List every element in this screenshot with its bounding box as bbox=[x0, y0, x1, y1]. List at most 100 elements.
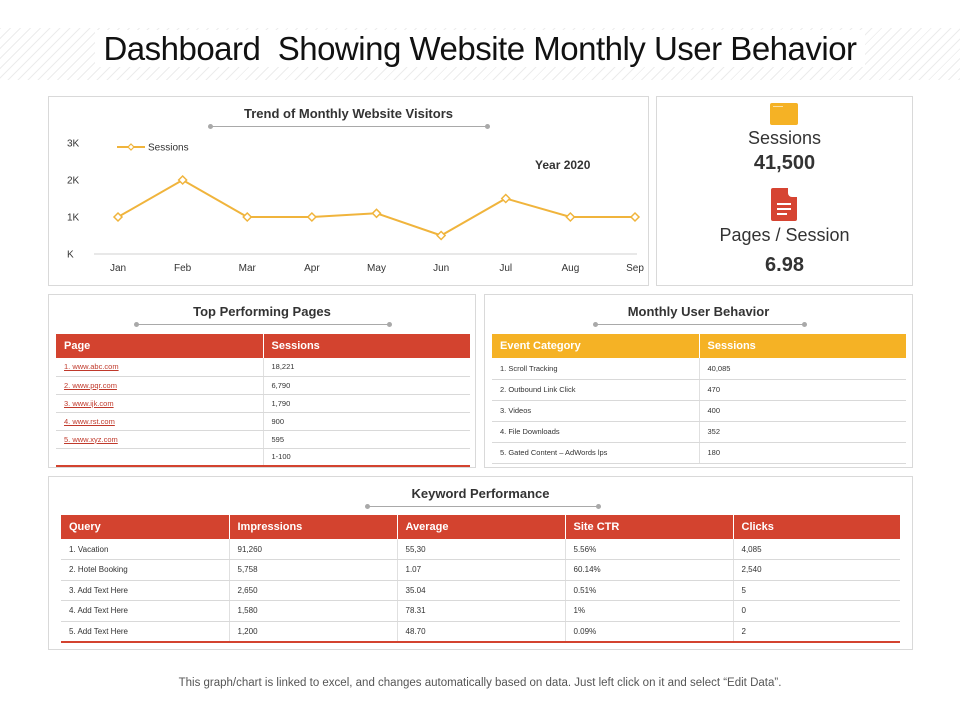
table-row: 4. Add Text Here 1,580 78.31 1% 0 bbox=[61, 600, 900, 622]
table-cell: 91,260 bbox=[228, 539, 397, 560]
table-cell: 2,540 bbox=[732, 559, 900, 581]
data-point bbox=[177, 174, 188, 186]
table-row: 1. Scroll Tracking 40,085 bbox=[492, 358, 906, 380]
table-row: 5. www.xyz.com 595 bbox=[56, 430, 470, 449]
x-tick-label: May bbox=[367, 263, 386, 274]
x-tick-label: Apr bbox=[304, 263, 320, 274]
data-point bbox=[306, 211, 317, 223]
x-tick-label: Feb bbox=[174, 263, 192, 274]
table-row: 2. Hotel Booking 5,758 1.07 60.14% 2,540 bbox=[61, 559, 900, 581]
data-point bbox=[112, 211, 124, 223]
table-cell: 2. Hotel Booking bbox=[61, 559, 229, 581]
document-icon bbox=[771, 188, 797, 221]
table-cell: 470 bbox=[698, 379, 906, 401]
column-header: Average bbox=[396, 515, 565, 539]
table-cell: 3. Videos bbox=[492, 400, 699, 422]
table-cell: 1% bbox=[564, 600, 733, 622]
table-cell: 5. Gated Content – AdWords lps bbox=[492, 442, 699, 464]
table-cell: 400 bbox=[698, 400, 906, 422]
page-link[interactable]: 5. www.xyz.com bbox=[56, 430, 263, 449]
table-cell: 5 bbox=[732, 580, 900, 601]
user-behavior-title-rule bbox=[593, 322, 807, 327]
table-cell: 35.04 bbox=[396, 580, 565, 601]
keyword-title-rule bbox=[365, 504, 601, 509]
table-cell: 2. Outbound Link Click bbox=[492, 379, 699, 401]
table-cell: 1. Scroll Tracking bbox=[492, 358, 699, 380]
table-header-row: Query Impressions Average Site CTR Click… bbox=[61, 515, 900, 539]
legend-marker bbox=[127, 143, 135, 151]
table-row: 3. Videos 400 bbox=[492, 400, 906, 422]
x-tick-label: Jan bbox=[110, 263, 126, 274]
table-cell: 4. Add Text Here bbox=[61, 600, 229, 622]
table-cell: 3. Add Text Here bbox=[61, 580, 229, 601]
table-cell: 55,30 bbox=[396, 539, 565, 560]
data-point bbox=[629, 211, 641, 223]
table-row: 4. www.rst.com 900 bbox=[56, 412, 470, 431]
user-behavior-title: Monthly User Behavior bbox=[627, 304, 770, 319]
page-link[interactable]: 3. www.ijk.com bbox=[56, 394, 263, 413]
sessions-label: Sessions bbox=[747, 128, 822, 148]
keyword-performance-table: Query Impressions Average Site CTR Click… bbox=[61, 515, 900, 643]
table-row: 2. Outbound Link Click 470 bbox=[492, 379, 906, 401]
table-cell: 18,221 bbox=[262, 358, 470, 377]
x-tick-label: Mar bbox=[239, 263, 257, 274]
table-cell bbox=[56, 448, 263, 467]
column-header: Impressions bbox=[228, 515, 397, 539]
x-tick-label: Sep bbox=[626, 263, 644, 274]
table-cell: 0.51% bbox=[564, 580, 733, 601]
legend-label: Sessions bbox=[148, 143, 189, 154]
folder-icon bbox=[770, 103, 798, 125]
keyword-performance-panel: Keyword Performance Query Impressions Av… bbox=[48, 476, 913, 650]
x-tick-label: Jun bbox=[433, 263, 449, 274]
table-cell: 1-100 bbox=[262, 448, 470, 467]
page-link[interactable]: 4. www.rst.com bbox=[56, 412, 263, 431]
page-link[interactable]: 1. www.abc.com bbox=[56, 358, 263, 377]
table-cell: 1,580 bbox=[228, 600, 397, 622]
table-cell: 2 bbox=[732, 621, 900, 643]
column-header: Clicks bbox=[732, 515, 900, 539]
table-cell: 40,085 bbox=[698, 358, 906, 380]
table-cell: 78.31 bbox=[396, 600, 565, 622]
table-header-row: Page Sessions bbox=[56, 334, 470, 358]
table-row: 5. Gated Content – AdWords lps 180 bbox=[492, 442, 906, 464]
table-cell: 48.70 bbox=[396, 621, 565, 643]
footnote: This graph/chart is linked to excel, and… bbox=[178, 677, 782, 689]
table-cell: 4,085 bbox=[732, 539, 900, 560]
table-row: 3. Add Text Here 2,650 35.04 0.51% 5 bbox=[61, 580, 900, 601]
table-header-row: Event Category Sessions bbox=[492, 334, 906, 358]
x-tick-label: Aug bbox=[561, 263, 579, 274]
table-cell: 1,790 bbox=[262, 394, 470, 413]
table-row: 3. www.ijk.com 1,790 bbox=[56, 394, 470, 413]
page-link[interactable]: 2. www.pqr.com bbox=[56, 376, 263, 395]
table-row: 1. Vacation 91,260 55,30 5.56% 4,085 bbox=[61, 539, 900, 560]
trend-title-rule bbox=[208, 124, 490, 129]
table-cell: 352 bbox=[698, 421, 906, 443]
column-header: Page bbox=[56, 334, 263, 358]
table-cell: 900 bbox=[262, 412, 470, 431]
table-row: 1. www.abc.com 18,221 bbox=[56, 358, 470, 377]
trend-chart-panel: Trend of Monthly Website Visitors K 1K 2K 3… bbox=[48, 96, 649, 286]
keyword-performance-title: Keyword Performance bbox=[411, 486, 550, 501]
table-cell: 595 bbox=[262, 430, 470, 449]
y-tick-label: K bbox=[67, 250, 74, 261]
top-pages-panel: Top Performing Pages Page Sessions 1. ww… bbox=[48, 294, 476, 468]
sessions-value: 41,500 bbox=[753, 152, 816, 174]
data-point bbox=[500, 193, 511, 204]
trend-chart-title: Trend of Monthly Website Visitors bbox=[244, 106, 453, 121]
column-header: Sessions bbox=[698, 334, 906, 358]
top-pages-table: Page Sessions 1. www.abc.com 18,221 2. w… bbox=[56, 334, 470, 467]
table-cell: 6,790 bbox=[262, 376, 470, 395]
table-row: 2. www.pqr.com 6,790 bbox=[56, 376, 470, 395]
table-row: 1-100 bbox=[56, 448, 470, 467]
table-cell: 1.07 bbox=[396, 559, 565, 581]
y-tick-label: 3K bbox=[67, 139, 80, 150]
column-header: Event Category bbox=[492, 334, 699, 358]
table-cell: 5,758 bbox=[228, 559, 397, 581]
column-header: Query bbox=[61, 515, 229, 539]
table-cell: 4. File Downloads bbox=[492, 421, 699, 443]
pages-per-session-label: Pages / Session bbox=[719, 225, 850, 245]
data-point bbox=[242, 211, 253, 223]
user-behavior-panel: Monthly User Behavior Event Category Ses… bbox=[484, 294, 913, 468]
top-pages-title-rule bbox=[134, 322, 392, 327]
page-title: Dashboard Showing Website Monthly User B… bbox=[0, 30, 960, 68]
